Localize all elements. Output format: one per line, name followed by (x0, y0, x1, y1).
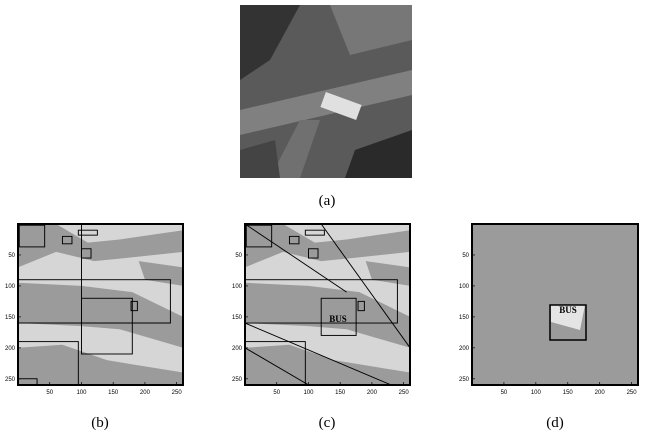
x-tick-label: 50 (501, 390, 508, 396)
y-tick-label: 250 (5, 377, 16, 383)
x-tick-label: 200 (367, 390, 378, 396)
x-tick-label: 100 (76, 390, 87, 396)
x-tick-label: 150 (335, 390, 346, 396)
caption: (c) (319, 415, 336, 431)
x-tick-label: 50 (46, 390, 53, 396)
y-tick-label: 200 (5, 346, 16, 352)
y-tick-label: 100 (459, 284, 470, 290)
x-tick-label: 200 (595, 390, 606, 396)
y-tick-label: 250 (459, 377, 470, 383)
x-tick-label: 250 (172, 390, 183, 396)
y-tick-label: 200 (459, 346, 470, 352)
y-tick-label: 150 (5, 315, 16, 321)
figure: (a) (b) BUS (c) BU (0, 0, 654, 437)
x-tick-label: 250 (399, 390, 410, 396)
x-tick-label: 150 (108, 390, 119, 396)
segmentation (245, 224, 410, 385)
x-tick-label: 200 (140, 390, 151, 396)
x-tick-label: 100 (531, 390, 542, 396)
x-tick-label: 150 (563, 390, 574, 396)
caption: (a) (319, 193, 336, 209)
y-tick-label: 50 (8, 253, 15, 259)
y-tick-label: 200 (232, 346, 243, 352)
segmentation (472, 224, 638, 385)
x-tick-label: 100 (303, 390, 314, 396)
y-tick-label: 100 (5, 284, 16, 290)
y-tick-label: 150 (232, 315, 243, 321)
annotation: BUS (559, 305, 577, 315)
y-tick-label: 50 (462, 253, 469, 259)
y-tick-label: 100 (232, 284, 243, 290)
y-tick-label: 150 (459, 315, 470, 321)
y-tick-label: 50 (235, 253, 242, 259)
segmentation (18, 224, 183, 385)
caption: (b) (91, 415, 109, 431)
annotation: BUS (329, 314, 347, 324)
y-tick-label: 250 (232, 377, 243, 383)
caption: (d) (546, 415, 564, 431)
x-tick-label: 250 (627, 390, 638, 396)
photo (240, 5, 412, 178)
x-tick-label: 50 (273, 390, 280, 396)
